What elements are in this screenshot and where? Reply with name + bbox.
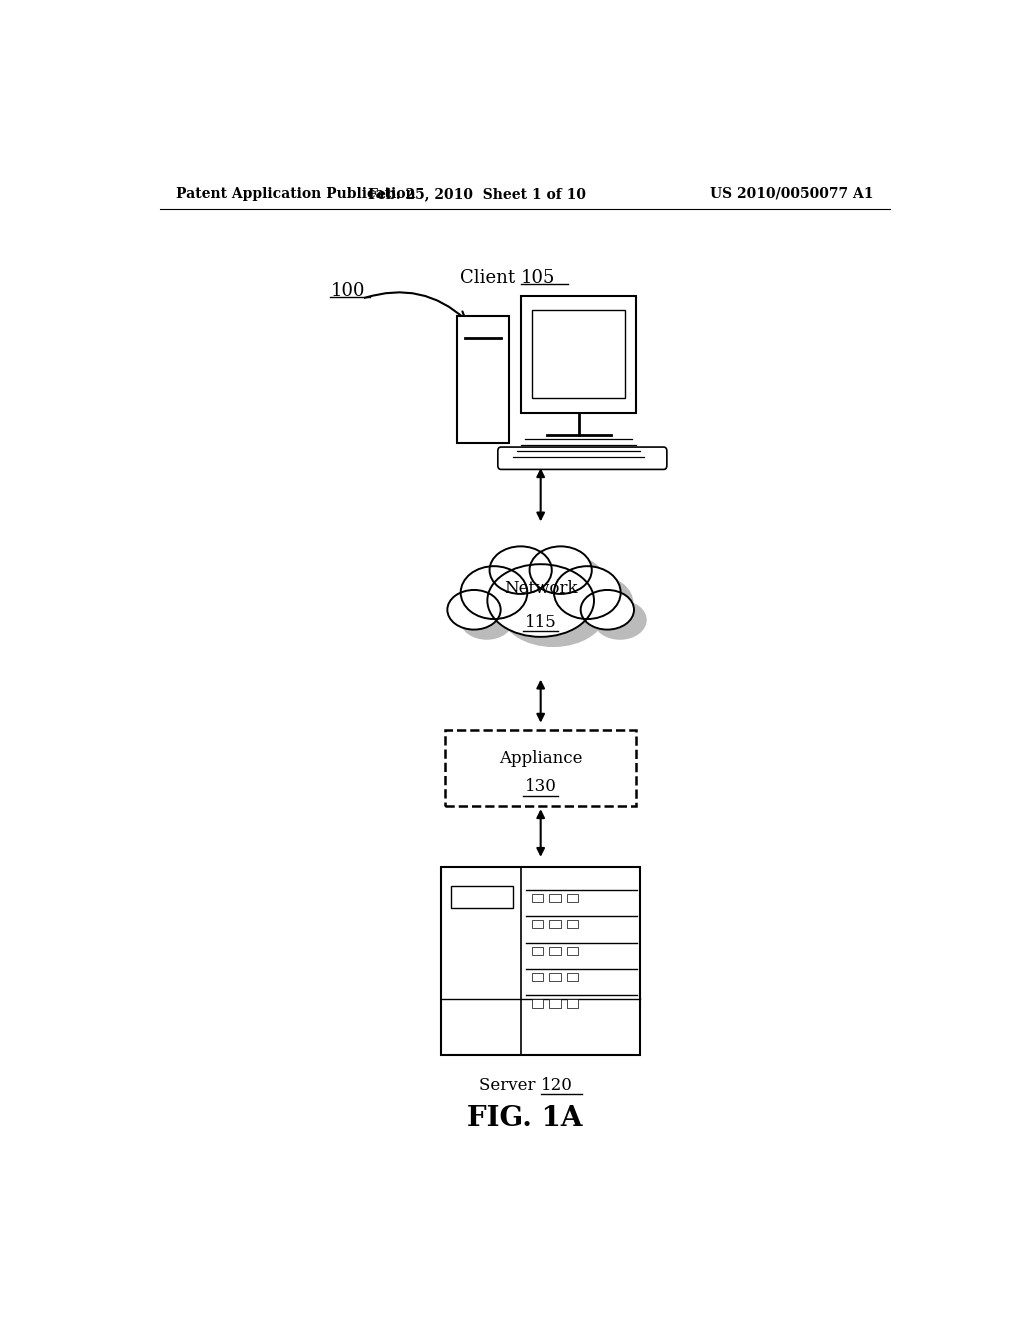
FancyBboxPatch shape xyxy=(521,296,636,412)
Ellipse shape xyxy=(500,574,606,647)
Text: Client: Client xyxy=(460,269,521,288)
Text: FIG. 1A: FIG. 1A xyxy=(467,1105,583,1133)
Ellipse shape xyxy=(581,590,634,630)
Ellipse shape xyxy=(460,601,513,640)
Text: 100: 100 xyxy=(331,281,365,300)
FancyBboxPatch shape xyxy=(550,894,560,902)
FancyBboxPatch shape xyxy=(567,894,578,902)
Text: Appliance: Appliance xyxy=(499,750,583,767)
Text: 105: 105 xyxy=(521,269,555,288)
Ellipse shape xyxy=(502,557,564,605)
FancyBboxPatch shape xyxy=(567,920,578,928)
FancyBboxPatch shape xyxy=(550,946,560,954)
Text: Server: Server xyxy=(479,1077,541,1094)
Ellipse shape xyxy=(543,557,604,605)
Ellipse shape xyxy=(447,590,501,630)
Text: Network: Network xyxy=(504,579,578,597)
FancyBboxPatch shape xyxy=(550,920,560,928)
FancyBboxPatch shape xyxy=(498,447,667,470)
FancyBboxPatch shape xyxy=(550,973,560,981)
FancyBboxPatch shape xyxy=(531,894,543,902)
Ellipse shape xyxy=(489,546,552,594)
FancyBboxPatch shape xyxy=(531,973,543,981)
FancyBboxPatch shape xyxy=(445,730,636,807)
FancyBboxPatch shape xyxy=(531,999,543,1007)
FancyBboxPatch shape xyxy=(567,946,578,954)
Text: 120: 120 xyxy=(541,1077,572,1094)
Text: Feb. 25, 2010  Sheet 1 of 10: Feb. 25, 2010 Sheet 1 of 10 xyxy=(369,187,586,201)
Ellipse shape xyxy=(593,601,647,640)
Ellipse shape xyxy=(473,577,540,630)
Ellipse shape xyxy=(554,566,621,619)
Text: 130: 130 xyxy=(524,777,557,795)
Text: 115: 115 xyxy=(524,614,557,631)
Text: Patent Application Publication: Patent Application Publication xyxy=(176,187,416,201)
Text: US 2010/0050077 A1: US 2010/0050077 A1 xyxy=(711,187,873,201)
FancyBboxPatch shape xyxy=(567,999,578,1007)
FancyBboxPatch shape xyxy=(458,315,509,444)
FancyBboxPatch shape xyxy=(550,999,560,1007)
Ellipse shape xyxy=(461,566,527,619)
Ellipse shape xyxy=(566,577,634,630)
FancyBboxPatch shape xyxy=(531,920,543,928)
FancyBboxPatch shape xyxy=(567,973,578,981)
FancyBboxPatch shape xyxy=(531,946,543,954)
FancyBboxPatch shape xyxy=(441,867,640,1056)
FancyBboxPatch shape xyxy=(531,310,625,399)
Ellipse shape xyxy=(529,546,592,594)
Ellipse shape xyxy=(487,564,594,636)
FancyBboxPatch shape xyxy=(451,886,513,908)
